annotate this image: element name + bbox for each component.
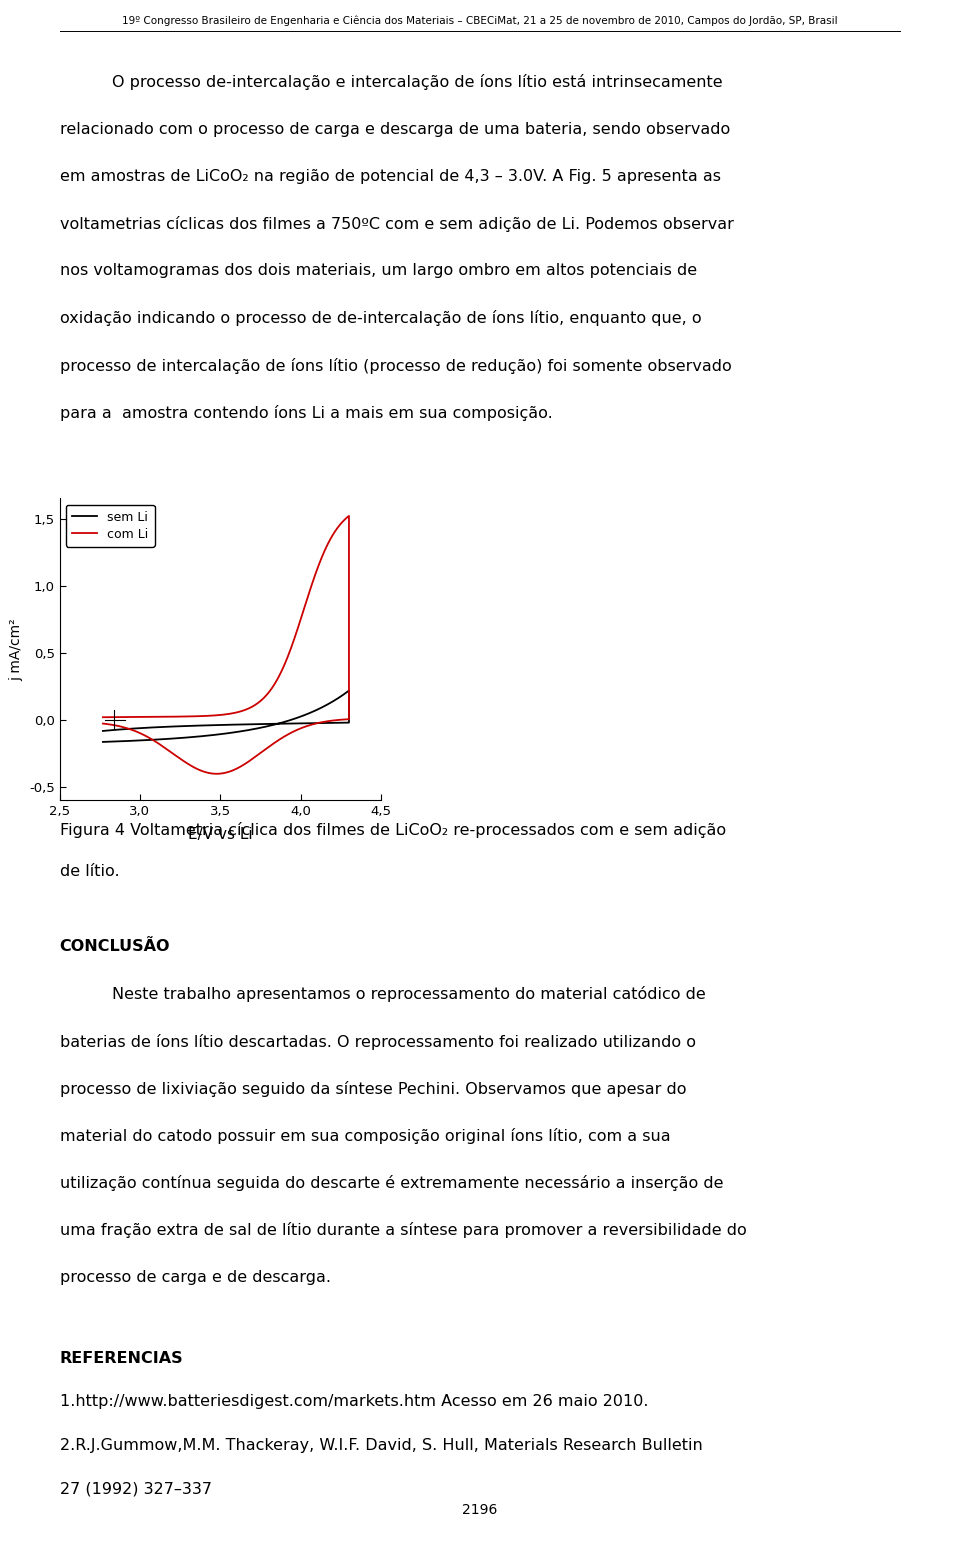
Text: CONCLUSÃO: CONCLUSÃO xyxy=(60,940,170,954)
Text: 1.http://www.batteriesdigest.com/markets.htm Acesso em 26 maio 2010.: 1.http://www.batteriesdigest.com/markets… xyxy=(60,1395,648,1409)
Text: nos voltamogramas dos dois materiais, um largo ombro em altos potenciais de: nos voltamogramas dos dois materiais, um… xyxy=(60,263,697,279)
Text: 2196: 2196 xyxy=(463,1503,497,1517)
Text: relacionado com o processo de carga e descarga de uma bateria, sendo observado: relacionado com o processo de carga e de… xyxy=(60,122,730,136)
Text: uma fração extra de sal de lítio durante a síntese para promover a reversibilida: uma fração extra de sal de lítio durante… xyxy=(60,1223,746,1238)
Text: material do catodo possuir em sua composição original íons lítio, com a sua: material do catodo possuir em sua compos… xyxy=(60,1128,670,1144)
Y-axis label: j mA/cm²: j mA/cm² xyxy=(10,618,23,681)
com Li xyxy=(344,506,355,525)
sem Li xyxy=(148,731,159,749)
sem Li xyxy=(196,717,207,735)
Text: O processo de-intercalação e intercalação de íons lítio está intrinsecamente: O processo de-intercalação e intercalaçã… xyxy=(112,74,723,90)
Text: em amostras de LiCoO₂ na região de potencial de 4,3 – 3.0V. A Fig. 5 apresenta a: em amostras de LiCoO₂ na região de poten… xyxy=(60,169,721,184)
sem Li xyxy=(344,681,355,700)
Text: 2.R.J.Gummow,M.M. Thackeray, W.I.F. David, S. Hull, Materials Research Bulletin: 2.R.J.Gummow,M.M. Thackeray, W.I.F. Davi… xyxy=(60,1438,703,1452)
sem Li xyxy=(251,715,262,734)
Text: REFERENCIAS: REFERENCIAS xyxy=(60,1351,183,1365)
Text: processo de intercalação de íons lítio (processo de redução) foi somente observa: processo de intercalação de íons lítio (… xyxy=(60,358,732,373)
Text: utilização contínua seguida do descarte é extremamente necessário a inserção de: utilização contínua seguida do descarte … xyxy=(60,1175,723,1192)
com Li xyxy=(211,765,223,783)
com Li xyxy=(311,562,323,580)
com Li xyxy=(330,711,342,729)
com Li xyxy=(97,707,108,726)
sem Li xyxy=(314,700,325,718)
sem Li xyxy=(297,707,308,726)
X-axis label: E/V vs Li: E/V vs Li xyxy=(188,827,252,842)
Text: processo de carga e de descarga.: processo de carga e de descarga. xyxy=(60,1269,330,1285)
Line: com Li: com Li xyxy=(103,515,349,774)
Text: Figura 4 Voltametria cíclica dos filmes de LiCoO₂ re-processados com e sem adiçã: Figura 4 Voltametria cíclica dos filmes … xyxy=(60,822,726,837)
Text: processo de lixiviação seguido da síntese Pechini. Observamos que apesar do: processo de lixiviação seguido da síntes… xyxy=(60,1081,686,1098)
sem Li xyxy=(97,732,108,751)
Text: Neste trabalho apresentamos o reprocessamento do material catódico de: Neste trabalho apresentamos o reprocessa… xyxy=(112,986,706,1003)
sem Li xyxy=(97,721,108,740)
Text: de lítio.: de lítio. xyxy=(60,864,119,879)
Text: baterias de íons lítio descartadas. O reprocessamento foi realizado utilizando o: baterias de íons lítio descartadas. O re… xyxy=(60,1034,695,1050)
sem Li xyxy=(205,715,217,734)
com Li xyxy=(97,714,108,732)
Text: oxidação indicando o processo de de-intercalação de íons lítio, enquanto que, o: oxidação indicando o processo de de-inte… xyxy=(60,310,701,327)
Line: sem Li: sem Li xyxy=(103,690,349,741)
com Li xyxy=(180,707,192,726)
com Li xyxy=(162,707,174,726)
com Li xyxy=(321,712,332,731)
Text: 19º Congresso Brasileiro de Engenharia e Ciência dos Materiais – CBECiMat, 21 a : 19º Congresso Brasileiro de Engenharia e… xyxy=(122,15,838,26)
com Li xyxy=(263,683,275,701)
Legend: sem Li, com Li: sem Li, com Li xyxy=(66,505,155,546)
Text: para a  amostra contendo íons Li a mais em sua composição.: para a amostra contendo íons Li a mais e… xyxy=(60,404,552,421)
Text: voltametrias cíclicas dos filmes a 750ºC com e sem adição de Li. Podemos observa: voltametrias cíclicas dos filmes a 750ºC… xyxy=(60,215,733,232)
Text: 27 (1992) 327–337: 27 (1992) 327–337 xyxy=(60,1481,211,1497)
